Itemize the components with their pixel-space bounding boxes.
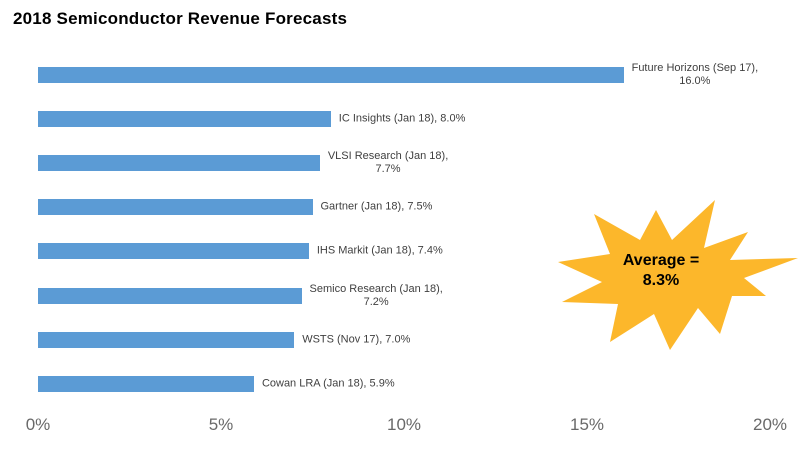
bar-label: VLSI Research (Jan 18), 7.7% <box>327 150 449 176</box>
starburst-icon <box>558 200 798 350</box>
bar-row: VLSI Research (Jan 18), 7.7% <box>38 150 770 175</box>
x-tick-label: 5% <box>208 415 234 434</box>
bar <box>38 331 295 348</box>
bar <box>38 243 309 260</box>
bar-row: IHS Markit (Jan 18), 7.4% <box>38 243 770 260</box>
bar-label: IHS Markit (Jan 18), 7.4% <box>316 244 443 257</box>
bar-row: Semico Research (Jan 18), 7.2% <box>38 282 770 308</box>
bar-label: Cowan LRA (Jan 18), 5.9% <box>261 377 395 390</box>
average-label: Average = 8.3% <box>622 252 700 290</box>
x-axis: 0% 5% 10% 15% 20% <box>26 415 787 441</box>
x-tick-label: 20% <box>752 415 788 434</box>
bar-row: Cowan LRA (Jan 18), 5.9% <box>38 375 770 392</box>
average-callout: Average = 8.3% <box>552 198 800 353</box>
bar-label: IC Insights (Jan 18), 8.0% <box>338 112 466 125</box>
x-tick-label: 15% <box>569 415 605 434</box>
x-tick-label: 10% <box>386 415 422 434</box>
starburst-shape <box>558 200 798 350</box>
bar-label: Semico Research (Jan 18), 7.2% <box>309 282 443 308</box>
bar-label: WSTS (Nov 17), 7.0% <box>302 333 411 345</box>
bar-row: IC Insights (Jan 18), 8.0% <box>38 111 770 128</box>
bar-row: WSTS (Nov 17), 7.0% <box>38 331 770 348</box>
bar <box>38 375 254 392</box>
bar <box>38 287 302 304</box>
bar-row: Gartner (Jan 18), 7.5% <box>38 199 770 216</box>
bar <box>38 111 331 128</box>
plot-area: Future Horizons (Sep 17), 16.0% IC Insigh… <box>38 62 770 397</box>
bar <box>38 155 320 172</box>
bar-label: Gartner (Jan 18), 7.5% <box>320 200 433 213</box>
bar <box>38 67 624 83</box>
bar <box>38 199 313 216</box>
chart-title: 2018 Semiconductor Revenue Forecasts <box>13 9 348 28</box>
bar-label: Future Horizons (Sep 17), 16.0% <box>631 61 759 87</box>
x-tick-label: 0% <box>25 415 51 434</box>
bar-row: Future Horizons (Sep 17), 16.0% <box>38 62 770 87</box>
